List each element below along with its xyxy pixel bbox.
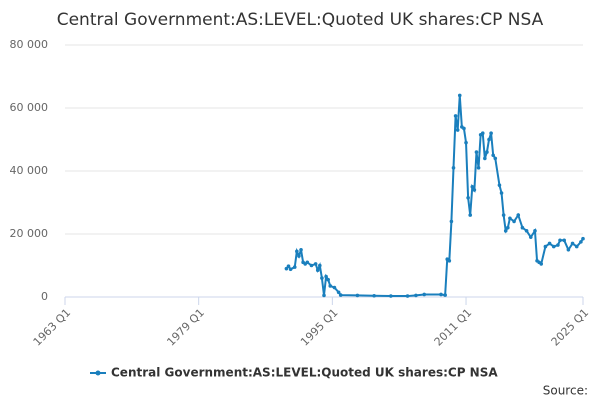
data-point (326, 277, 330, 282)
data-point (491, 153, 495, 158)
y-tick-label: 0 (41, 290, 48, 303)
legend-label: Central Government:AS:LEVEL:Quoted UK sh… (111, 366, 498, 380)
data-point (499, 191, 504, 195)
data-point (581, 236, 585, 241)
data-point (516, 213, 521, 217)
data-point (556, 243, 560, 247)
data-point (453, 114, 458, 118)
x-tick-label: 2025 Q1 (549, 306, 592, 349)
y-tick-label: 80 000 (10, 38, 49, 51)
x-tick-label: 1995 Q1 (298, 306, 341, 349)
data-point (451, 166, 456, 170)
y-tick-label: 40 000 (10, 164, 49, 177)
data-point (332, 285, 337, 290)
data-point (574, 244, 579, 249)
data-point (372, 293, 376, 298)
source-label: Source: (543, 384, 588, 398)
data-point (524, 229, 529, 233)
data-point (315, 268, 320, 273)
data-point (318, 263, 322, 268)
data-point (338, 293, 343, 297)
data-point (508, 216, 512, 221)
data-point (512, 219, 516, 224)
data-point (547, 241, 552, 246)
data-point (422, 292, 427, 297)
data-point (322, 293, 326, 298)
data-point (464, 140, 468, 145)
data-point (506, 225, 510, 230)
data-point (466, 195, 470, 200)
data-point (468, 213, 473, 217)
data-point (455, 128, 460, 132)
data-point (457, 93, 462, 98)
data-point (493, 156, 498, 161)
data-point (286, 264, 291, 268)
data-point (439, 292, 443, 297)
data-point (447, 258, 452, 263)
data-point (288, 267, 293, 272)
data-point (520, 225, 525, 230)
legend-symbol-dot (95, 370, 101, 376)
data-point (336, 290, 341, 295)
data-point (320, 276, 324, 280)
data-point (472, 188, 477, 192)
data-point (443, 293, 447, 297)
data-point (533, 229, 537, 233)
data-point (539, 262, 544, 266)
x-tick-label: 2011 Q1 (432, 306, 475, 349)
data-point (470, 184, 475, 189)
data-point (483, 156, 487, 161)
y-tick-label: 20 000 (10, 227, 49, 240)
data-point (462, 126, 466, 131)
data-point (489, 131, 493, 135)
data-point (284, 266, 289, 271)
x-tick-label: 1979 Q1 (164, 306, 207, 349)
data-point (313, 262, 318, 266)
data-point (355, 293, 360, 298)
data-point (558, 238, 562, 243)
data-point (299, 247, 303, 252)
data-point (474, 150, 479, 154)
data-point (328, 284, 333, 288)
series-line (285, 95, 584, 298)
data-point (305, 260, 310, 265)
data-point (414, 293, 418, 298)
data-point (562, 238, 567, 243)
data-point (476, 166, 481, 170)
data-point (309, 263, 314, 268)
data-point (485, 150, 489, 154)
data-point (389, 294, 393, 298)
chart-title: Central Government:AS:LEVEL:Quoted UK sh… (57, 10, 544, 30)
data-point (295, 249, 299, 254)
data-point (297, 254, 301, 258)
x-tick-label: 1963 Q1 (31, 306, 74, 349)
data-point (579, 240, 583, 244)
data-point (503, 229, 508, 233)
data-point (501, 213, 506, 217)
data-point (551, 244, 556, 249)
data-point (570, 241, 575, 246)
data-point (324, 274, 328, 279)
data-point (480, 131, 485, 135)
data-point (405, 294, 410, 298)
data-point (543, 244, 548, 249)
data-point (497, 183, 502, 187)
y-tick-label: 60 000 (10, 101, 49, 114)
data-point (487, 137, 491, 142)
data-point (528, 235, 533, 239)
data-point (566, 247, 571, 252)
data-point (292, 265, 297, 269)
data-point (449, 219, 454, 224)
